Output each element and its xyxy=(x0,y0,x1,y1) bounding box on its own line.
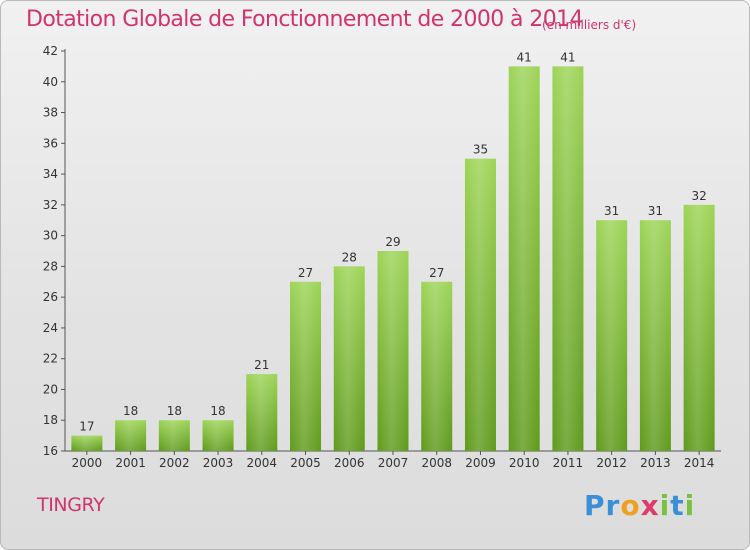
data-label: 17 xyxy=(79,420,94,434)
logo-letter: P xyxy=(584,489,606,522)
y-tick-label: 28 xyxy=(43,259,58,273)
x-tick-label: 2000 xyxy=(72,456,103,470)
bar-highlight xyxy=(421,281,453,451)
bar-highlight xyxy=(596,220,628,451)
data-label: 27 xyxy=(298,266,313,280)
y-tick-label: 34 xyxy=(43,167,58,181)
y-tick-label: 30 xyxy=(43,229,58,243)
y-tick-label: 32 xyxy=(43,198,58,212)
data-label: 41 xyxy=(560,50,575,64)
data-label: 31 xyxy=(648,204,663,218)
bar-highlight xyxy=(290,281,322,451)
bar-highlight xyxy=(377,251,409,451)
data-label: 31 xyxy=(604,204,619,218)
x-tick-label: 2001 xyxy=(115,456,146,470)
logo-letter: r xyxy=(605,489,621,522)
bar-highlight xyxy=(639,220,671,451)
y-tick-label: 18 xyxy=(43,413,58,427)
x-tick-label: 2008 xyxy=(421,456,452,470)
logo-letter: o xyxy=(620,489,641,522)
data-label: 35 xyxy=(473,143,488,157)
logo-letter: x xyxy=(640,489,660,522)
y-tick-label: 16 xyxy=(43,444,58,458)
y-tick-label: 20 xyxy=(43,382,58,396)
y-tick-label: 22 xyxy=(43,352,58,366)
commune-name: TINGRY xyxy=(37,494,105,516)
x-tick-label: 2014 xyxy=(684,456,715,470)
y-tick-label: 38 xyxy=(43,106,58,120)
bar-highlight xyxy=(552,66,584,451)
bar-highlight xyxy=(71,435,103,451)
x-tick-label: 2009 xyxy=(465,456,496,470)
bar-highlight xyxy=(464,158,496,451)
data-label: 21 xyxy=(254,358,269,372)
bar-highlight xyxy=(508,66,540,451)
bar-highlight xyxy=(683,204,715,451)
y-tick-label: 26 xyxy=(43,290,58,304)
logo-letter: i xyxy=(684,489,696,522)
bar-highlight xyxy=(115,420,147,451)
data-label: 18 xyxy=(123,404,138,418)
data-label: 32 xyxy=(691,189,706,203)
bar-highlight xyxy=(333,266,365,451)
x-tick-label: 2006 xyxy=(334,456,365,470)
x-tick-label: 2007 xyxy=(378,456,409,470)
x-tick-label: 2002 xyxy=(159,456,190,470)
data-label: 27 xyxy=(429,266,444,280)
proxiti-logo[interactable]: Proxiti xyxy=(584,489,695,522)
x-tick-label: 2010 xyxy=(509,456,540,470)
bar-highlight xyxy=(158,420,190,451)
bar-highlight xyxy=(202,420,234,451)
x-tick-label: 2013 xyxy=(640,456,671,470)
y-tick-label: 40 xyxy=(43,75,58,89)
data-label: 18 xyxy=(167,404,182,418)
chart-title: Dotation Globale de Fonctionnement de 20… xyxy=(26,7,584,32)
bar-highlight xyxy=(246,374,278,451)
data-label: 18 xyxy=(210,404,225,418)
y-tick-label: 36 xyxy=(43,136,58,150)
x-tick-label: 2005 xyxy=(290,456,321,470)
logo-letter: t xyxy=(670,489,685,522)
logo-letter: i xyxy=(659,489,671,522)
x-tick-label: 2003 xyxy=(203,456,234,470)
x-tick-label: 2012 xyxy=(596,456,627,470)
x-tick-label: 2004 xyxy=(247,456,278,470)
data-label: 41 xyxy=(517,50,532,64)
data-label: 29 xyxy=(385,235,400,249)
chart-subtitle: (en milliers d'€) xyxy=(542,18,637,32)
x-tick-label: 2011 xyxy=(553,456,584,470)
y-tick-label: 24 xyxy=(43,321,58,335)
data-label: 28 xyxy=(342,250,357,264)
y-tick-label: 42 xyxy=(43,44,58,58)
